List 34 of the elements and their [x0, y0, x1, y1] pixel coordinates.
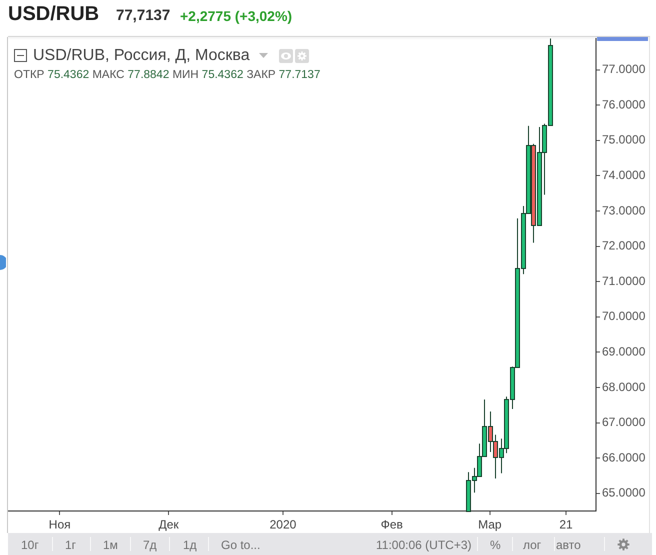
x-tick-label: Фев	[380, 518, 403, 532]
annotation: USD/RUB, Россия, Д, Москва	[33, 47, 250, 64]
text: 7д	[143, 538, 157, 552]
y-tick-label: 69.0000	[602, 344, 646, 358]
text: 11:00:06 (UTC+3)	[376, 538, 472, 552]
y-tick-label: 70.0000	[602, 309, 646, 324]
x-tick-label: Мар	[478, 518, 502, 532]
text: 10г	[21, 538, 39, 552]
y-tick-label: 67.0000	[602, 415, 646, 430]
y-tick-label: 72.0000	[602, 238, 646, 253]
text: 1м	[103, 538, 118, 552]
x-tick-label: 21	[559, 518, 574, 532]
text: Go to...	[221, 538, 260, 552]
y-tick-label: 75.0000	[602, 132, 646, 147]
y-tick-label: 73.0000	[602, 203, 646, 218]
x-tick-label: Дек	[158, 518, 180, 532]
text: 1г	[65, 538, 76, 552]
text: +2,2775 (+3,02%)	[180, 8, 292, 24]
annotation: ОТКР 75.4362 МАКС 77.8842 МИН 75.4362 ЗАКР 77.7137	[14, 69, 320, 81]
y-tick-label: 68.0000	[602, 380, 646, 394]
text: лог	[523, 538, 542, 552]
text: 1д	[183, 538, 197, 552]
y-tick-label: 76.0000	[602, 97, 646, 112]
y-tick-label: 65.0000	[602, 486, 646, 500]
chart-title: USD/RUB	[8, 3, 100, 25]
y-tick-label: 77.0000	[602, 62, 646, 76]
x-tick-label: 2020	[270, 518, 297, 532]
chart-subtitle: 77,7137	[116, 7, 170, 24]
text: %	[490, 538, 501, 552]
text: авто	[556, 538, 581, 552]
y-tick-label: 71.0000	[602, 274, 646, 288]
y-tick-label: 74.0000	[602, 168, 646, 182]
y-tick-label: 66.0000	[602, 450, 646, 464]
x-tick-label: Ноя	[48, 518, 71, 532]
